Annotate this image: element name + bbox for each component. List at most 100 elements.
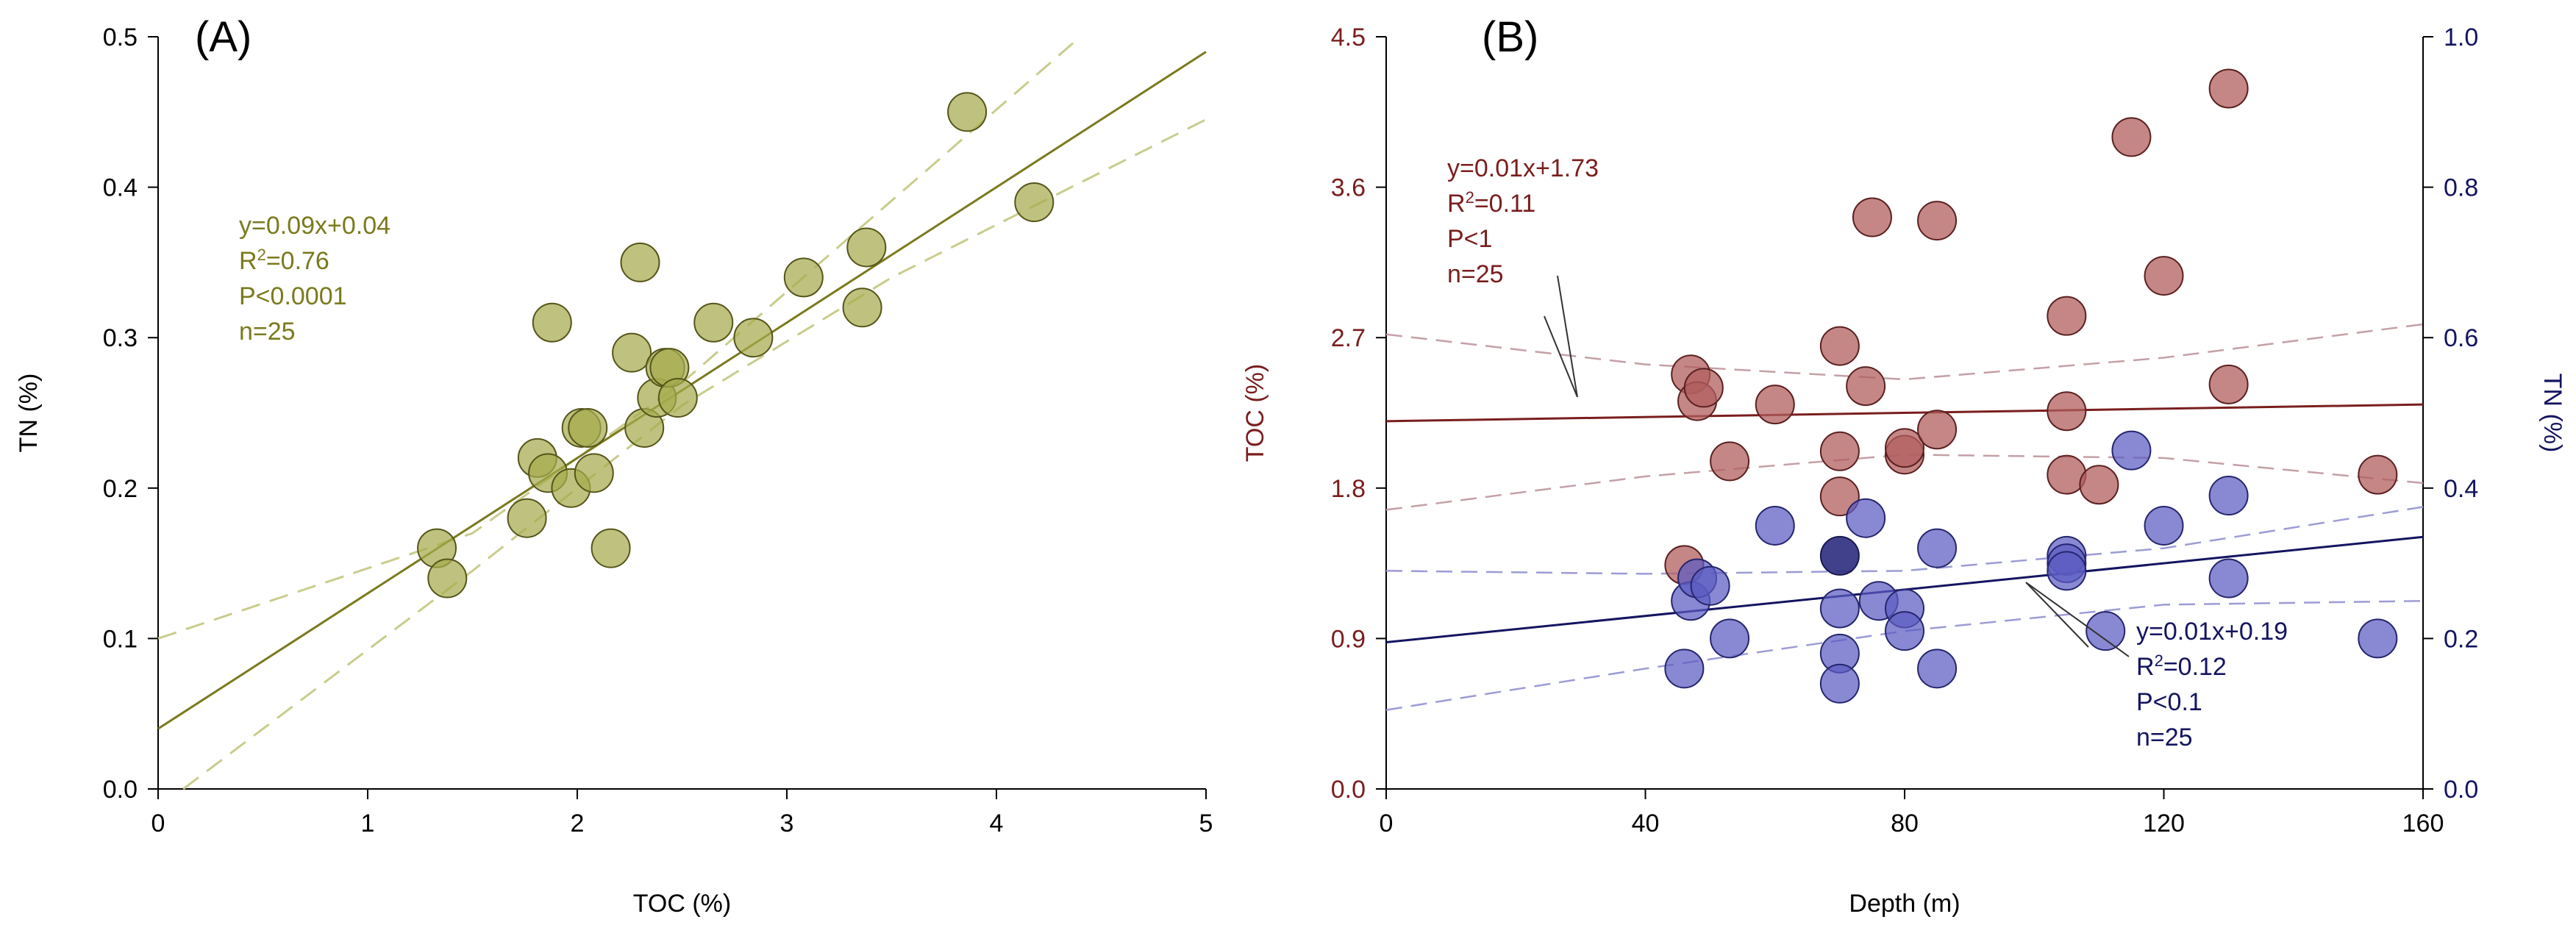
panel-a-ci-upper <box>157 35 1081 640</box>
panel-a-point <box>947 92 988 132</box>
panel-b-tn-ci-upper <box>1385 506 2424 575</box>
panel-a-point <box>783 257 824 298</box>
panel-b-toc-point <box>2047 296 2087 336</box>
panel-b-tn-point <box>1819 588 1860 629</box>
panel-a-point <box>507 498 547 538</box>
panel-b-left-y-tick-label: 0.9 <box>1331 625 1366 653</box>
panel-a-equation: y=0.09x+0.04 <box>239 212 390 240</box>
panel-b-x-tick-label: 160 <box>2402 810 2444 837</box>
panel-b-toc-point <box>2047 391 2087 432</box>
panel-b-left-y-tick-label: 1.8 <box>1331 475 1366 503</box>
panel-b-right-y-tick-label: 0.2 <box>2444 625 2478 653</box>
panel-a-point <box>733 318 774 358</box>
panel-b-left-y-tick-label: 2.7 <box>1331 324 1366 352</box>
panel-b-right-y-tick-label: 0.8 <box>2444 174 2478 202</box>
panel-a-y-tick-label: 0.1 <box>103 625 138 653</box>
panel-a-point <box>568 407 608 448</box>
panel-a-point <box>532 302 572 343</box>
panel-b-left-y-axis-label: TOC (%) <box>1241 364 1269 462</box>
panel-b-toc-point <box>1917 201 1958 241</box>
panel-b-right-y-tick-label: 0.6 <box>2444 324 2478 352</box>
panel-b-tn-equation: y=0.01x+0.19 <box>2136 618 2288 646</box>
panel-b-toc-n-count: n=25 <box>1447 260 1504 288</box>
panel-b-right-y-tick-label: 0.4 <box>2444 475 2478 503</box>
panel-b-toc-point <box>1846 366 1886 407</box>
panel-a-y-tick-label: 0.0 <box>103 776 138 804</box>
panel-b-tn-r-squared: R2=0.12 <box>2136 651 2227 682</box>
panel-b-toc-point <box>2208 68 2249 109</box>
panel-a-point <box>842 287 882 328</box>
panel-b-tn-point <box>2047 551 2087 591</box>
panel-b-tn-point <box>1690 565 1730 606</box>
panel-b-right-y-axis-label: TN (%) <box>2538 374 2566 453</box>
panel-b-right-y-tick-label: 1.0 <box>2444 24 2478 51</box>
panel-b-tn-point <box>2358 618 2398 659</box>
panel-a-x-tick-label: 5 <box>1199 810 1213 837</box>
panel-b-tn-point <box>1710 618 1750 659</box>
panel-a-point <box>1014 182 1055 223</box>
panel-b-toc-point <box>1683 368 1724 408</box>
panel-b-toc-equation: y=0.01x+1.73 <box>1447 154 1599 182</box>
panel-b-toc-point <box>1885 428 1924 468</box>
panel-a-point <box>427 558 468 599</box>
panel-b-x-tick-label: 0 <box>1380 810 1394 837</box>
panel-b-toc-point <box>2208 364 2249 404</box>
panel-a-point <box>620 242 660 282</box>
panel-b-tn-point <box>1755 505 1795 546</box>
panel-b-toc-ci-upper <box>1385 323 2424 381</box>
panel-b-tn-point <box>1917 649 1958 689</box>
panel-a-point <box>612 332 652 373</box>
panel-a-x-tick-label: 0 <box>151 810 165 837</box>
panel-b-tn-point <box>2144 505 2184 546</box>
panel-a-y-tick-label: 0.4 <box>103 174 138 202</box>
panel-b-tn-point <box>2208 558 2249 599</box>
panel-b-x-axis-label: Depth (m) <box>1849 890 1960 918</box>
panel-a-point <box>574 453 614 493</box>
panel-b-tn-point <box>1664 649 1705 689</box>
panel-b-x-tick-label: 120 <box>2143 810 2185 837</box>
panel-a-y-tick-label: 0.5 <box>103 24 138 51</box>
panel-a-point <box>591 528 631 568</box>
panel-b-left-y-tick-label: 3.6 <box>1331 174 1366 202</box>
panel-b-tn-point <box>2111 430 2152 471</box>
panel-b-tn-pointer <box>2025 582 2130 657</box>
panel-b-tn-p-value: P<0.1 <box>2136 688 2202 716</box>
panel-b-toc-point <box>1710 441 1750 482</box>
panel-b-toc-point <box>1917 410 1958 450</box>
panel-b-label: (B) <box>1482 13 1538 61</box>
panel-b-toc-point <box>2079 465 2119 505</box>
panel-b-toc-point <box>2144 256 2184 296</box>
panel-b-toc-point <box>1819 476 1860 517</box>
panel-b-toc-p-value: P<1 <box>1447 225 1492 253</box>
panel-a-x-tick-label: 4 <box>990 810 1004 837</box>
panel-b-toc-point <box>1755 385 1795 425</box>
panel-b-toc-r-squared: R2=0.11 <box>1447 188 1535 218</box>
panel-a-x-tick-label: 1 <box>361 810 375 837</box>
panel-a-label: (A) <box>195 13 251 61</box>
panel-a-r-squared: R2=0.76 <box>239 246 329 276</box>
panel-b-right-y-tick-label: 0.0 <box>2444 776 2478 804</box>
panel-a-x-tick-label: 2 <box>571 810 585 837</box>
panel-a-point <box>846 227 887 268</box>
panel-b-toc-pointer <box>1544 275 1578 398</box>
panel-b-tn-point <box>2086 611 2126 651</box>
panel-b-x-tick-label: 40 <box>1632 810 1660 837</box>
panel-a-point <box>657 378 698 418</box>
panel-a-y-tick-label: 0.3 <box>103 324 138 352</box>
panel-b-left-y-tick-label: 0.0 <box>1331 776 1366 804</box>
panel-b-tn-n-count: n=25 <box>2136 724 2193 751</box>
panel-a-p-value: P<0.0001 <box>239 282 347 310</box>
panel-a-n-count: n=25 <box>239 318 296 346</box>
panel-a-x-tick-label: 3 <box>780 810 794 837</box>
panel-b-toc-point <box>1852 197 1892 237</box>
panel-b-tn-point <box>1846 498 1886 538</box>
panel-b-left-y-tick-label: 4.5 <box>1331 24 1366 51</box>
panel-b-tn-point <box>2208 476 2249 516</box>
panel-a-x-axis-label: TOC (%) <box>633 890 731 918</box>
panel-b-tn-point <box>1917 528 1958 568</box>
panel-b-toc-point <box>1819 431 1860 471</box>
panel-b-tn-point <box>1819 663 1860 704</box>
panel-b-tn-point-highlight <box>1819 535 1860 576</box>
panel-b-toc-point <box>2358 454 2398 495</box>
